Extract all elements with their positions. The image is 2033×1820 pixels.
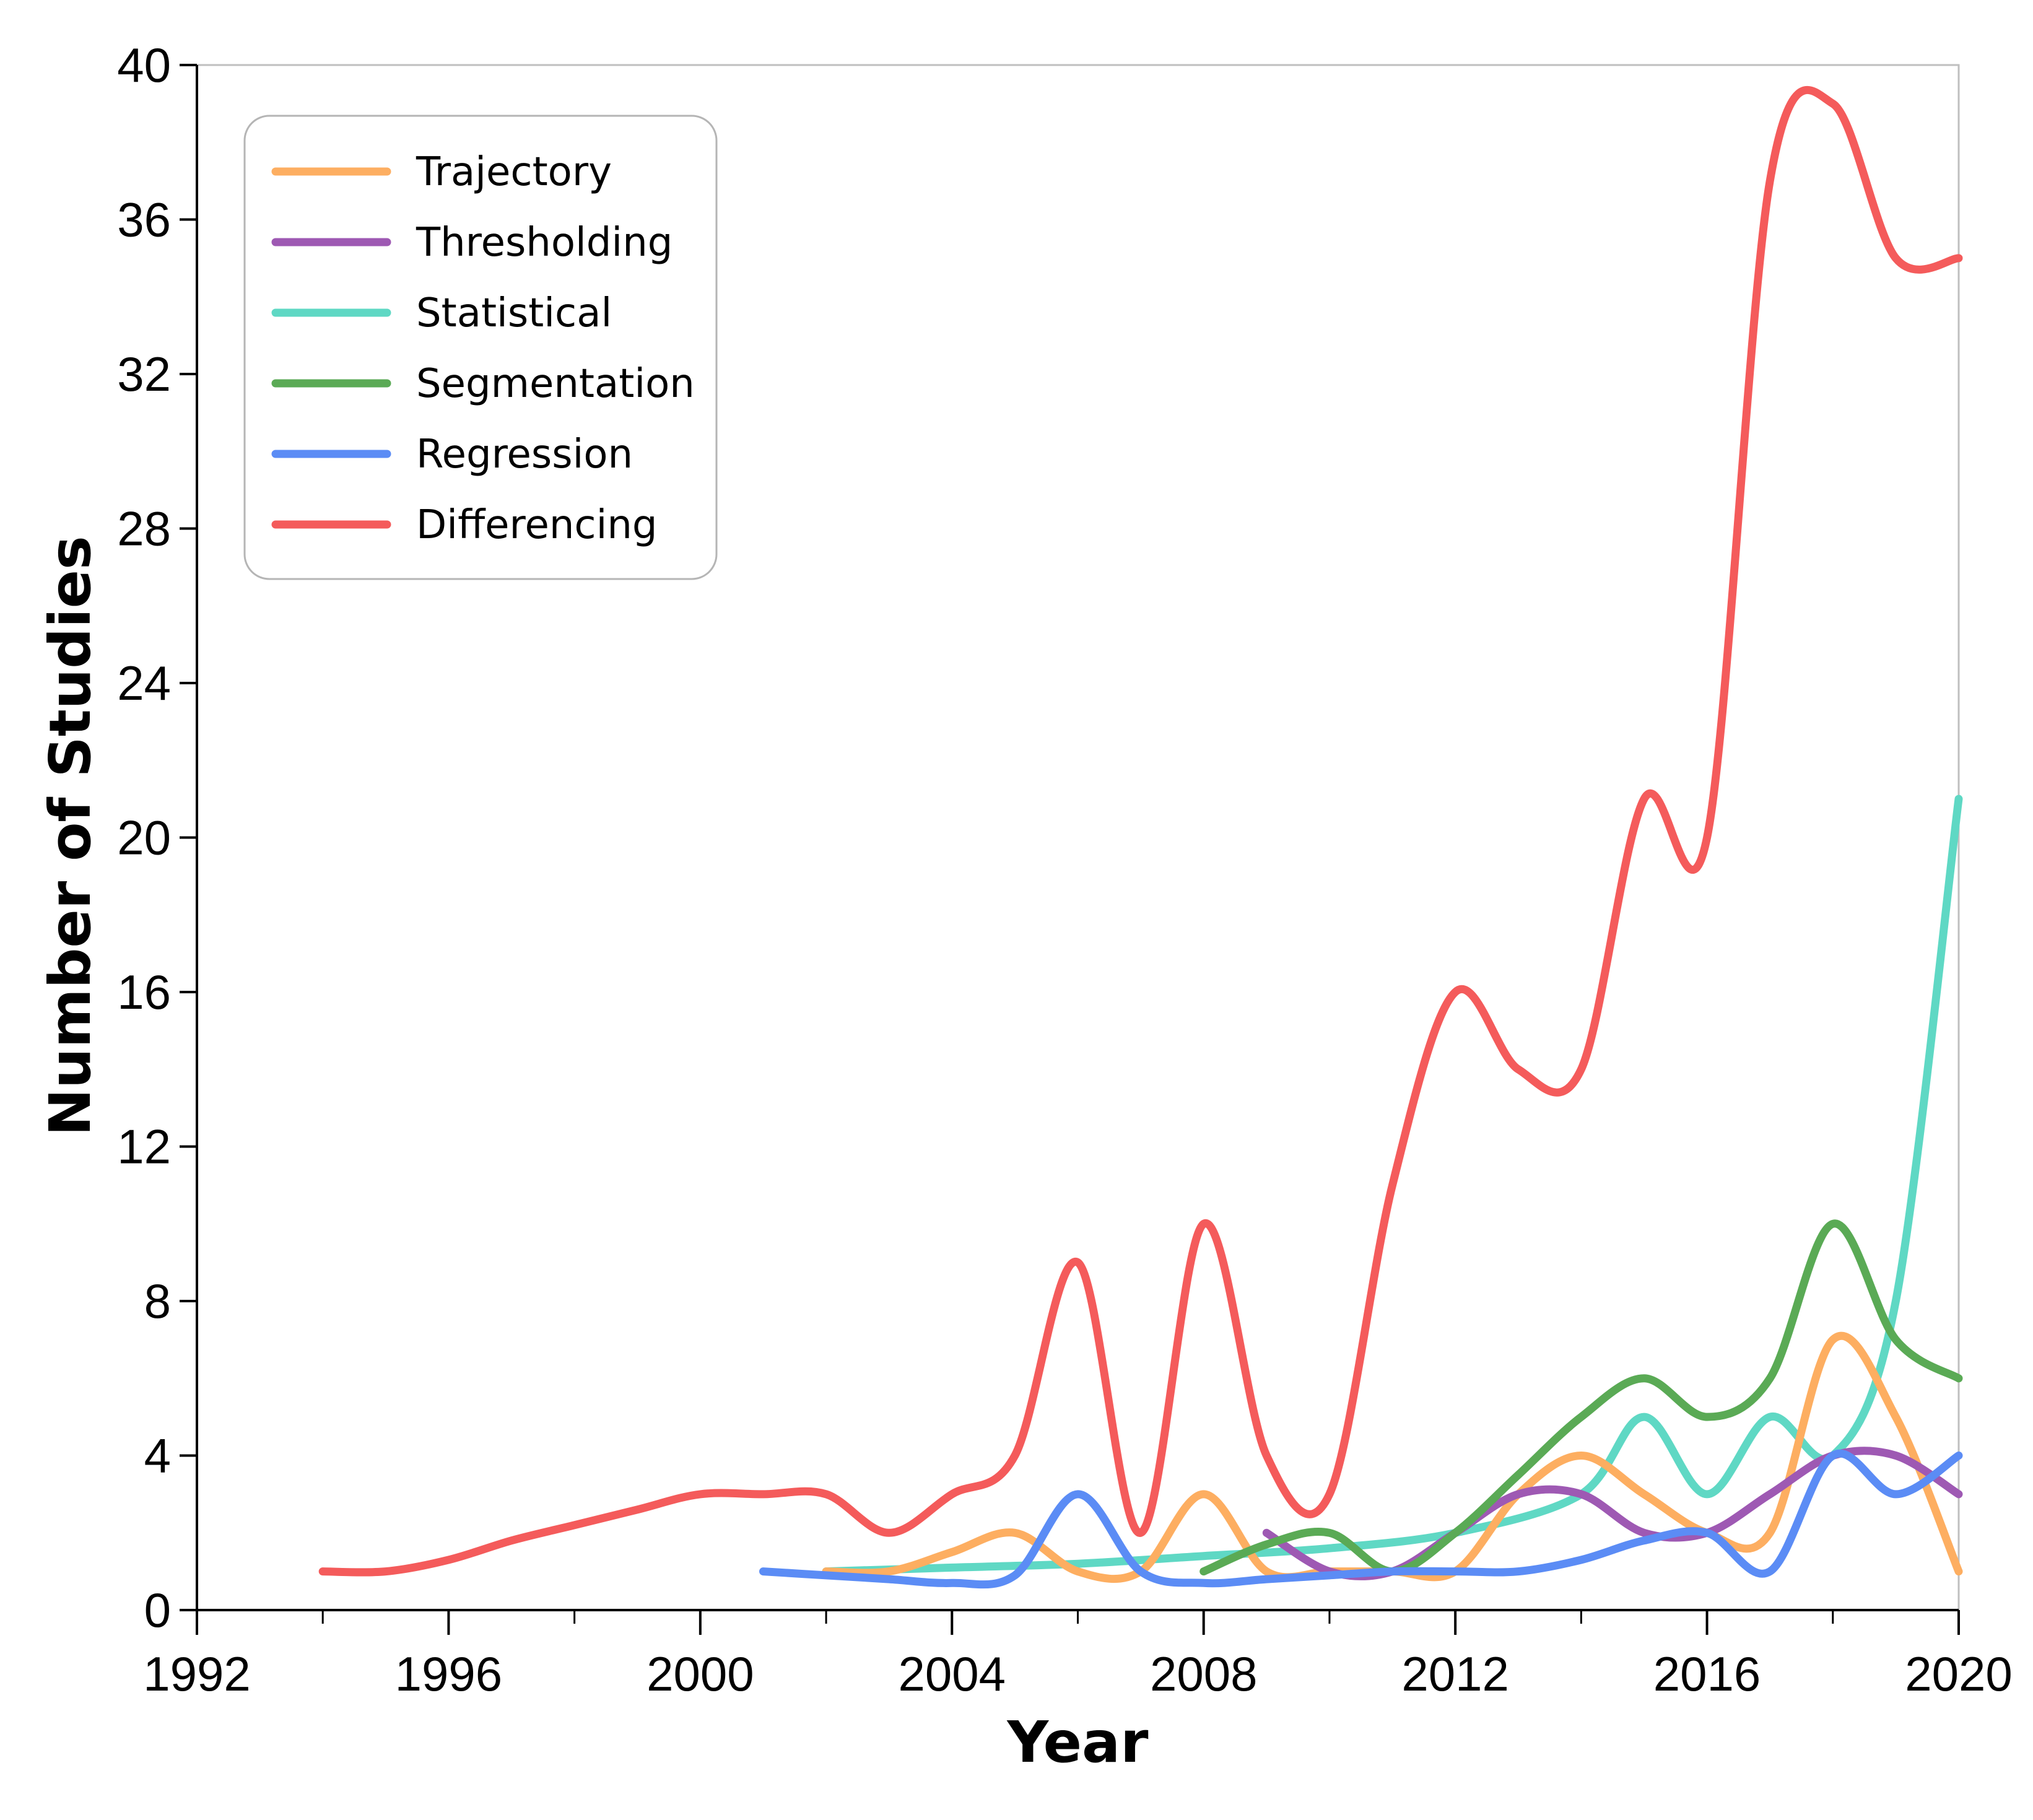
series-line-segmentation [1199, 1219, 1963, 1576]
y-tick-label: 28 [117, 502, 171, 556]
legend-box [243, 115, 718, 580]
legend-label-thresholding: Thresholding [416, 220, 673, 266]
series-line-differencing [318, 85, 1963, 1577]
y-tick-label: 12 [117, 1120, 171, 1174]
x-tick-label: 2000 [646, 1647, 754, 1701]
series-layer [318, 85, 1963, 1589]
tick-layer: 0 4 8 12 16 20 24 28 32 36 40 1992 1996 2000 2004 2008 2… [117, 38, 2013, 1701]
y-tick-label: 40 [117, 38, 171, 92]
y-tick-label: 8 [144, 1274, 171, 1328]
x-tick-label: 2016 [1653, 1647, 1761, 1701]
y-tick-label: 4 [144, 1429, 171, 1483]
x-tick-label: 2020 [1905, 1647, 2013, 1701]
legend-label-segmentation: Segmentation [416, 361, 695, 407]
y-tick-label: 36 [117, 193, 171, 247]
x-tick-label: 1992 [143, 1647, 251, 1701]
x-tick-label: 1996 [395, 1647, 503, 1701]
legend-label-statistical: Statistical [416, 290, 612, 336]
y-tick-label: 20 [117, 811, 171, 865]
y-tick-label: 24 [117, 656, 171, 710]
legend: Trajectory Thresholding Statistical Segment… [243, 115, 718, 580]
legend-label-trajectory: Trajectory [416, 149, 612, 195]
y-tick-label: 0 [144, 1583, 171, 1637]
y-tick-label: 32 [117, 347, 171, 401]
y-tick-label: 16 [117, 965, 171, 1019]
legend-label-regression: Regression [416, 432, 633, 477]
y-axis-title: Number of Studies [37, 536, 103, 1136]
x-tick-label: 2012 [1401, 1647, 1509, 1701]
x-axis-title: Year [1006, 1709, 1149, 1775]
series-line-regression [759, 1449, 1963, 1589]
legend-label-differencing: Differencing [416, 502, 658, 548]
x-tick-label: 2008 [1150, 1647, 1258, 1701]
x-tick-label: 2004 [899, 1647, 1006, 1701]
series-line-statistical [822, 795, 1963, 1576]
